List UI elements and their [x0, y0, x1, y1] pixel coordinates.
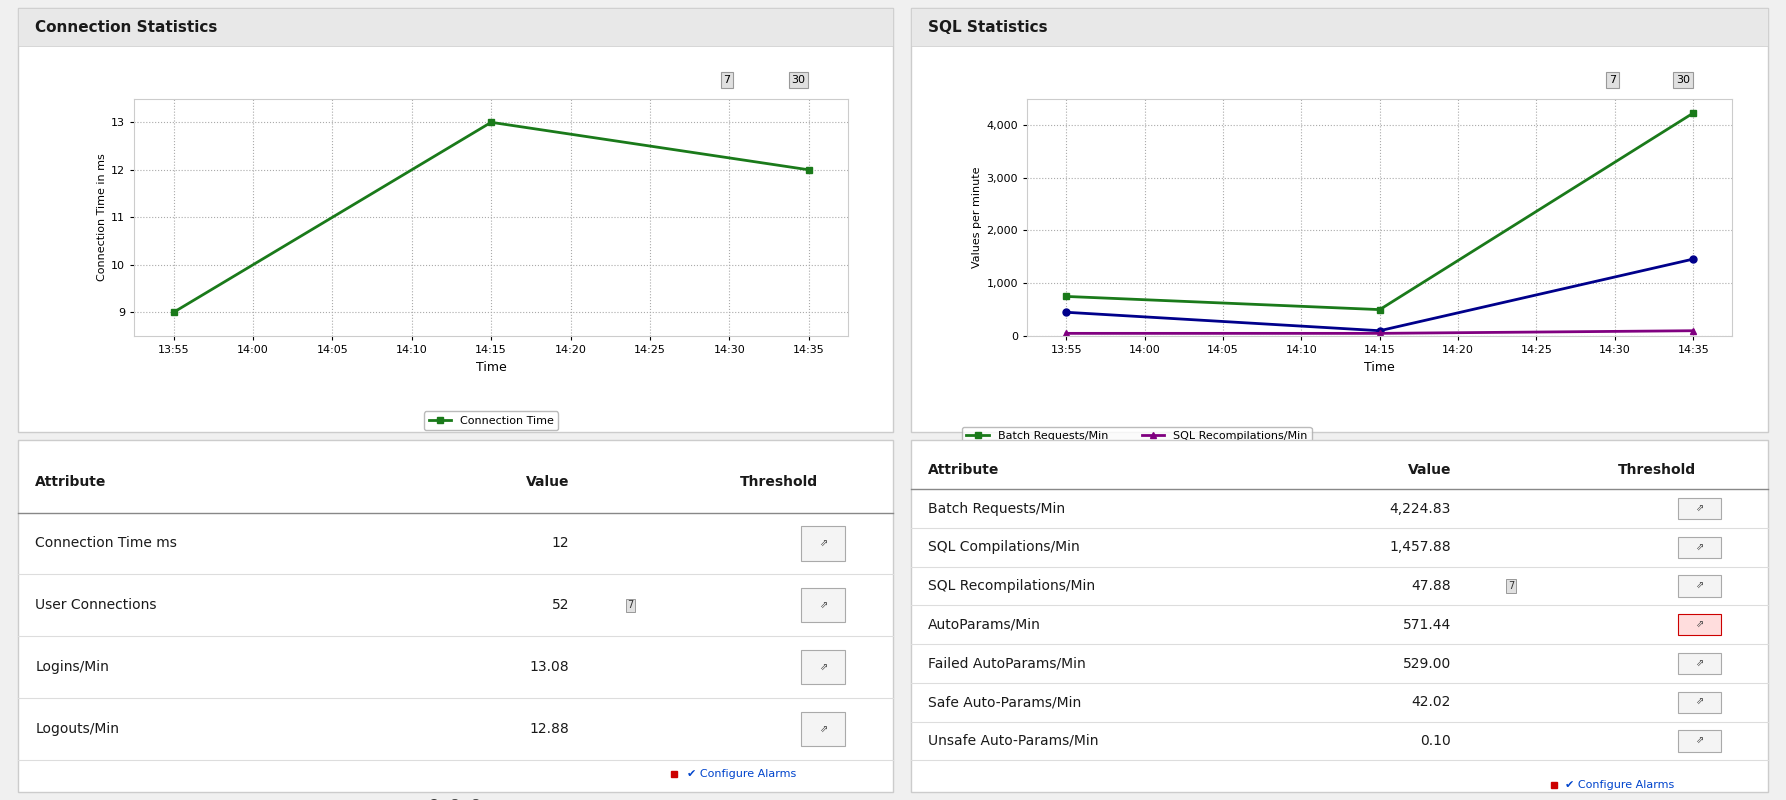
Text: ⇗: ⇗ — [1695, 736, 1704, 746]
Bar — [1679, 691, 1722, 713]
X-axis label: Time: Time — [475, 361, 507, 374]
Text: SQL Recompilations/Min: SQL Recompilations/Min — [929, 579, 1095, 593]
Text: 47.88: 47.88 — [1411, 579, 1450, 593]
X-axis label: Time: Time — [1365, 361, 1395, 374]
Bar — [1679, 498, 1722, 519]
Text: Value: Value — [1407, 463, 1450, 477]
Text: 30: 30 — [791, 75, 805, 85]
Bar — [1679, 653, 1722, 674]
Text: ●  ○  ○: ● ○ ○ — [429, 796, 482, 800]
Text: 529.00: 529.00 — [1402, 657, 1450, 670]
Text: Logouts/Min: Logouts/Min — [36, 722, 120, 736]
Text: Batch Requests/Min: Batch Requests/Min — [929, 502, 1064, 516]
Text: ⇗: ⇗ — [820, 662, 827, 672]
Bar — [1679, 537, 1722, 558]
Text: Threshold: Threshold — [739, 474, 818, 489]
Text: ✔ Configure Alarms: ✔ Configure Alarms — [688, 770, 797, 779]
Text: 7: 7 — [723, 75, 730, 85]
Text: ⇗: ⇗ — [1695, 698, 1704, 707]
Bar — [911, 8, 1768, 46]
Text: 12.88: 12.88 — [529, 722, 570, 736]
Bar — [802, 589, 845, 622]
Text: SQL Compilations/Min: SQL Compilations/Min — [929, 540, 1081, 554]
Text: 7: 7 — [1507, 581, 1515, 591]
Text: 7: 7 — [627, 601, 634, 610]
Text: ✔ Configure Alarms: ✔ Configure Alarms — [1565, 780, 1673, 790]
Text: ⇗: ⇗ — [1695, 542, 1704, 552]
Bar — [802, 712, 845, 746]
Text: ⇗: ⇗ — [1695, 658, 1704, 669]
Text: ⇗: ⇗ — [820, 601, 827, 610]
Bar — [1679, 614, 1722, 635]
Text: User Connections: User Connections — [36, 598, 157, 613]
Bar — [18, 8, 893, 46]
Text: 30: 30 — [1675, 75, 1690, 85]
Bar — [1679, 575, 1722, 597]
Text: ⇗: ⇗ — [1695, 620, 1704, 630]
Text: Failed AutoParams/Min: Failed AutoParams/Min — [929, 657, 1086, 670]
Text: ⇗: ⇗ — [1695, 581, 1704, 591]
Y-axis label: Values per minute: Values per minute — [972, 166, 982, 268]
Bar — [802, 526, 845, 561]
Y-axis label: Connection Time in ms: Connection Time in ms — [96, 154, 107, 281]
Text: Attribute: Attribute — [36, 474, 107, 489]
Text: 4,224.83: 4,224.83 — [1390, 502, 1450, 516]
Bar — [802, 650, 845, 685]
Text: 7: 7 — [1609, 75, 1616, 85]
Text: 12: 12 — [552, 537, 570, 550]
Text: 13.08: 13.08 — [530, 660, 570, 674]
Legend: Connection Time: Connection Time — [425, 411, 557, 430]
Text: AutoParams/Min: AutoParams/Min — [929, 618, 1041, 632]
Text: Connection Time ms: Connection Time ms — [36, 537, 177, 550]
Text: Value: Value — [525, 474, 570, 489]
Text: Threshold: Threshold — [1618, 463, 1695, 477]
Text: 42.02: 42.02 — [1411, 695, 1450, 710]
Legend: Batch Requests/Min, SQL Compilations/Min, SQL Recompilations/Min: Batch Requests/Min, SQL Compilations/Min… — [963, 426, 1311, 461]
Text: 52: 52 — [552, 598, 570, 613]
Text: 0.10: 0.10 — [1420, 734, 1450, 748]
Text: ⇗: ⇗ — [1695, 504, 1704, 514]
Text: 571.44: 571.44 — [1402, 618, 1450, 632]
Text: ⇗: ⇗ — [820, 538, 827, 549]
Text: Unsafe Auto-Params/Min: Unsafe Auto-Params/Min — [929, 734, 1098, 748]
Text: ⇗: ⇗ — [820, 724, 827, 734]
Text: Connection Statistics: Connection Statistics — [36, 19, 218, 34]
Text: Safe Auto-Params/Min: Safe Auto-Params/Min — [929, 695, 1081, 710]
Text: Attribute: Attribute — [929, 463, 1000, 477]
Text: SQL Statistics: SQL Statistics — [929, 19, 1048, 34]
Text: 1,457.88: 1,457.88 — [1390, 540, 1450, 554]
Bar — [1679, 730, 1722, 752]
Text: Logins/Min: Logins/Min — [36, 660, 109, 674]
